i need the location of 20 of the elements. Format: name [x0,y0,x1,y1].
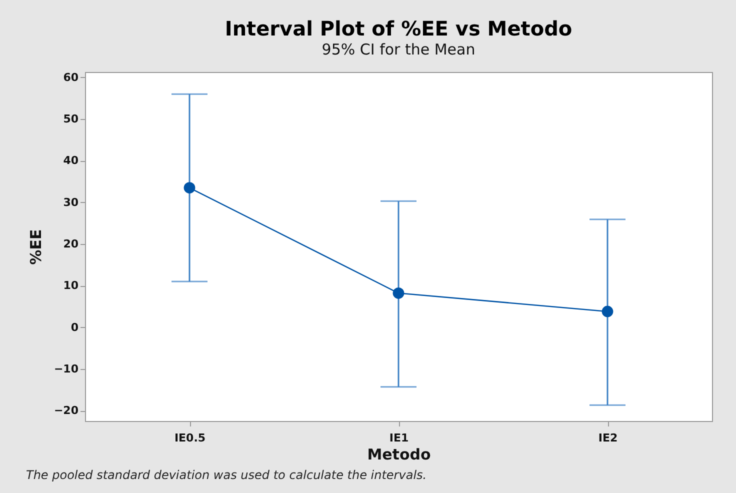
y-tick-label: 0 [70,320,79,334]
x-tick-label: IE1 [389,432,409,444]
y-tick-label: 30 [63,196,79,209]
x-axis-title: Metodo [367,446,431,464]
x-tick-label: IE2 [598,432,618,444]
y-tick-label: 40 [63,154,79,168]
point [184,182,196,194]
chart-subtitle: 95% CI for the Mean [322,40,476,58]
text: The pooled standard deviation was used to calculate the intervals. [26,468,428,482]
y-axis-title: %EE [26,229,45,265]
y-tick-label: −20 [54,404,79,418]
y-tick-label: 10 [63,279,79,292]
y-tick-label: 60 [63,70,79,84]
y-tick-label: 50 [63,112,79,126]
y-tick-label: −10 [54,362,79,376]
chart-title: Interval Plot of %EE vs Metodo [224,16,572,40]
point [392,287,404,299]
y-tick-label: 20 [63,238,79,250]
x-tick-label: IE0.5 [174,432,206,444]
point [602,306,614,318]
